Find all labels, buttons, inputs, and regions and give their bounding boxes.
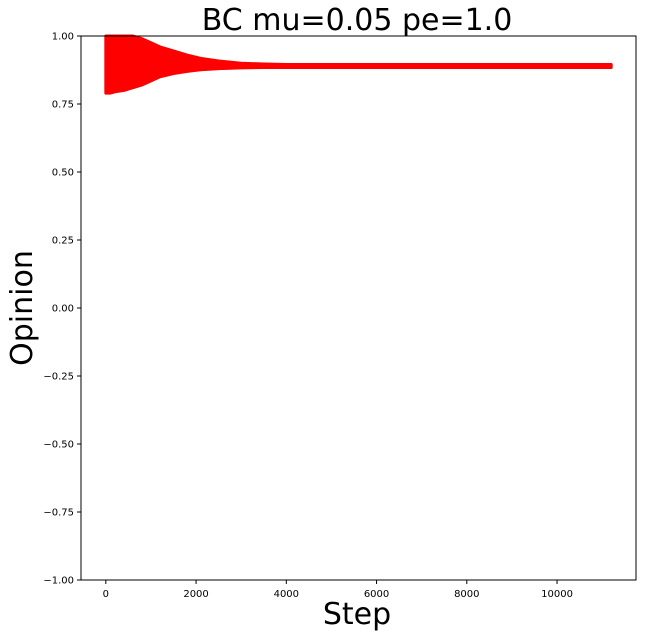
y-tick-label-7: −0.75 xyxy=(43,508,74,519)
x-axis-label: Step xyxy=(323,597,391,632)
plot-area xyxy=(104,34,613,95)
y-tick-label-1: 0.75 xyxy=(52,100,74,111)
y-tick-label-0: 1.00 xyxy=(52,32,74,43)
x-tick-label-1: 2000 xyxy=(183,589,208,600)
plot-frame xyxy=(80,35,637,581)
y-axis-label: Opinion xyxy=(5,250,40,366)
chart-title: BC mu=0.05 pe=1.0 xyxy=(202,3,513,38)
y-tick-label-5: −0.25 xyxy=(43,372,74,383)
y-tick-label-4: 0.00 xyxy=(52,304,74,315)
y-tick-label-8: −1.00 xyxy=(43,576,74,587)
x-tick-label-3: 6000 xyxy=(364,589,389,600)
x-tick-label-4: 8000 xyxy=(454,589,479,600)
y-tick-label-2: 0.50 xyxy=(52,168,74,179)
y-tick-label-6: −0.50 xyxy=(43,440,74,451)
x-tick-label-0: 0 xyxy=(103,589,109,600)
x-tick-label-5: 10000 xyxy=(541,589,573,600)
series-band-0 xyxy=(104,34,613,95)
axis-ticks: 0 2000 4000 6000 8000 10000 1.00 0.75 0.50 0.25 0.… xyxy=(43,32,573,601)
y-tick-label-3: 0.25 xyxy=(52,236,74,247)
x-tick-label-2: 4000 xyxy=(274,589,299,600)
